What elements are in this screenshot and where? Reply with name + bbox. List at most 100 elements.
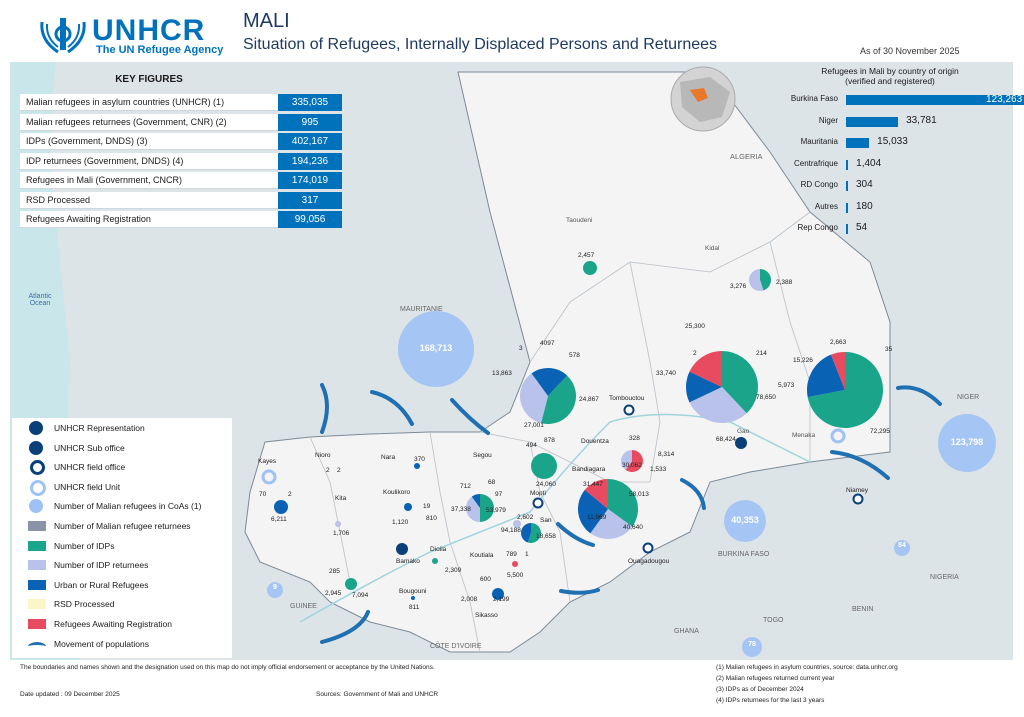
rsd-swatch	[28, 599, 46, 610]
map-number: 97	[495, 491, 503, 498]
map-number: 7,094	[352, 592, 369, 599]
map-label-nioro: Nioro	[315, 452, 331, 459]
footnote-item: (3) IDPs as of December 2024	[716, 686, 804, 693]
pie-slice	[590, 509, 633, 540]
movement-arrow	[320, 383, 329, 434]
map-number: 4097	[540, 340, 555, 347]
asylum-bubble-value: 40,353	[731, 515, 759, 525]
map-dot	[492, 588, 504, 600]
map-label-togo: TOGO	[763, 617, 784, 624]
map-number: 18,658	[536, 533, 556, 540]
map-number: 6,211	[271, 516, 287, 523]
field-office-marker	[532, 497, 544, 509]
pie-slice	[471, 494, 480, 508]
map-number: 72,295	[870, 428, 890, 435]
movement-arrow-icon	[28, 641, 46, 651]
origin-chart-title-line1: Refugees in Mali by country of origin	[821, 66, 959, 76]
map-number: 27,001	[524, 422, 544, 429]
origin-bar-label: RD Congo	[800, 180, 838, 189]
key-figure-label: IDP returnees (Government, DNDS) (4)	[20, 152, 278, 170]
map-label-niamey: Niamey	[846, 487, 869, 494]
map-dot	[404, 503, 412, 511]
key-figure-row: Refugees Awaiting Registration 99,056	[20, 211, 342, 229]
field-office-marker	[642, 542, 654, 554]
legend-label: UNHCR field office	[54, 462, 126, 473]
origin-bar-label: Niger	[818, 115, 838, 125]
map-dot	[335, 521, 341, 527]
key-figure-row: IDP returnees (Government, DNDS) (4) 194,…	[20, 152, 342, 171]
key-figure-label: Malian refugees returnees (Government, C…	[20, 113, 278, 131]
origin-bar-value: 15,033	[877, 136, 908, 147]
key-figure-label: IDPs (Government, DNDS) (3)	[20, 133, 278, 150]
legend-label: Number of IDP returnees	[54, 560, 149, 571]
map-number: 2,388	[776, 279, 793, 286]
key-figure-row: IDPs (Government, DNDS) (3) 402,167	[20, 133, 342, 151]
map-label-kita: Kita	[335, 495, 347, 502]
field-office-icon	[30, 460, 45, 476]
map-number: 2,199	[493, 596, 510, 603]
field-unit-icon	[30, 479, 46, 496]
legend-item: Number of Malian refugee returnees	[28, 518, 191, 534]
map-label-mopti: Mopti	[530, 490, 546, 497]
sources: Sources: Government of Mali and UNHCR	[316, 691, 439, 698]
map-label-dioila: Dioila	[430, 546, 447, 553]
pie-slice	[578, 489, 608, 534]
legend-label: Number of Malian refugee returnees	[54, 521, 191, 531]
map-number: 1,120	[392, 519, 409, 526]
asylum-bubble-nigeria	[894, 540, 910, 556]
idp-returnees-swatch	[28, 560, 46, 571]
movement-arrow	[896, 385, 942, 406]
map-number: 811	[409, 604, 420, 611]
map-number: 3,276	[730, 283, 747, 290]
map-number: 285	[329, 568, 340, 575]
map-number: 53,979	[486, 507, 506, 514]
pie-slice	[807, 354, 845, 398]
map-dot	[411, 596, 415, 600]
origin-bar-value: 1,404	[856, 157, 882, 169]
legend-item: UNHCR field office	[30, 459, 126, 476]
office-marker	[396, 543, 408, 555]
map-label-koutiala: Koutiala	[470, 552, 494, 559]
key-figure-value: 99,056	[278, 211, 342, 228]
map-dot	[274, 500, 288, 514]
legend-item: Refugees Awaiting Registration	[28, 616, 172, 632]
map-label-tombouctou: Tombouctou	[609, 395, 645, 402]
map-number: 35	[885, 346, 893, 353]
origin-bar-label: Mauritania	[800, 137, 838, 146]
map-number: 1,533	[650, 466, 667, 473]
movement-arrow	[559, 588, 600, 595]
legend-label: UNHCR field Unit	[54, 481, 121, 492]
map-number: 78,650	[756, 394, 776, 401]
pie-slice	[520, 373, 548, 424]
origin-bar-label: Centrafrique	[793, 158, 838, 168]
origin-bar-value: 33,781	[906, 114, 937, 126]
map-label-gao: Gao	[737, 428, 750, 435]
origin-bar-label: Burkina Faso	[790, 94, 838, 103]
map-label-ghana: GHANA	[674, 628, 699, 635]
legend-item: Number of IDP returnees	[28, 557, 149, 573]
pie-slice	[621, 449, 632, 470]
legend-item: Movement of populations	[28, 636, 149, 652]
pie-slice	[625, 450, 643, 472]
map-number: 789	[506, 551, 517, 558]
movement-arrow	[830, 450, 890, 480]
map-number: 878	[544, 437, 555, 444]
pie-slice	[689, 351, 722, 387]
map-label-cote: CÔTE D'IVOIRE	[430, 643, 482, 650]
asylum-bubble-togo	[742, 637, 762, 657]
page-title: MALI	[243, 10, 290, 32]
pie-slice	[465, 496, 480, 522]
refugees-swatch	[28, 579, 46, 590]
map-label-kayes: Kayes	[258, 458, 277, 465]
legend-label: Refugees Awaiting Registration	[54, 619, 172, 629]
map-number: 494	[526, 442, 537, 449]
footnote-item: (2) Malian refugees returned current yea…	[716, 675, 835, 682]
movement-arrow	[370, 390, 414, 426]
key-figure-row: Malian refugees in asylum countries (UNH…	[20, 94, 342, 112]
origin-bar	[846, 181, 848, 191]
field-office-marker	[623, 404, 635, 416]
key-figure-row: Refugees in Mali (Government, CNCR) 174,0…	[20, 172, 342, 190]
origin-bar-label: Autres	[814, 201, 838, 211]
key-figures-title: KEY FIGURES	[115, 74, 183, 85]
